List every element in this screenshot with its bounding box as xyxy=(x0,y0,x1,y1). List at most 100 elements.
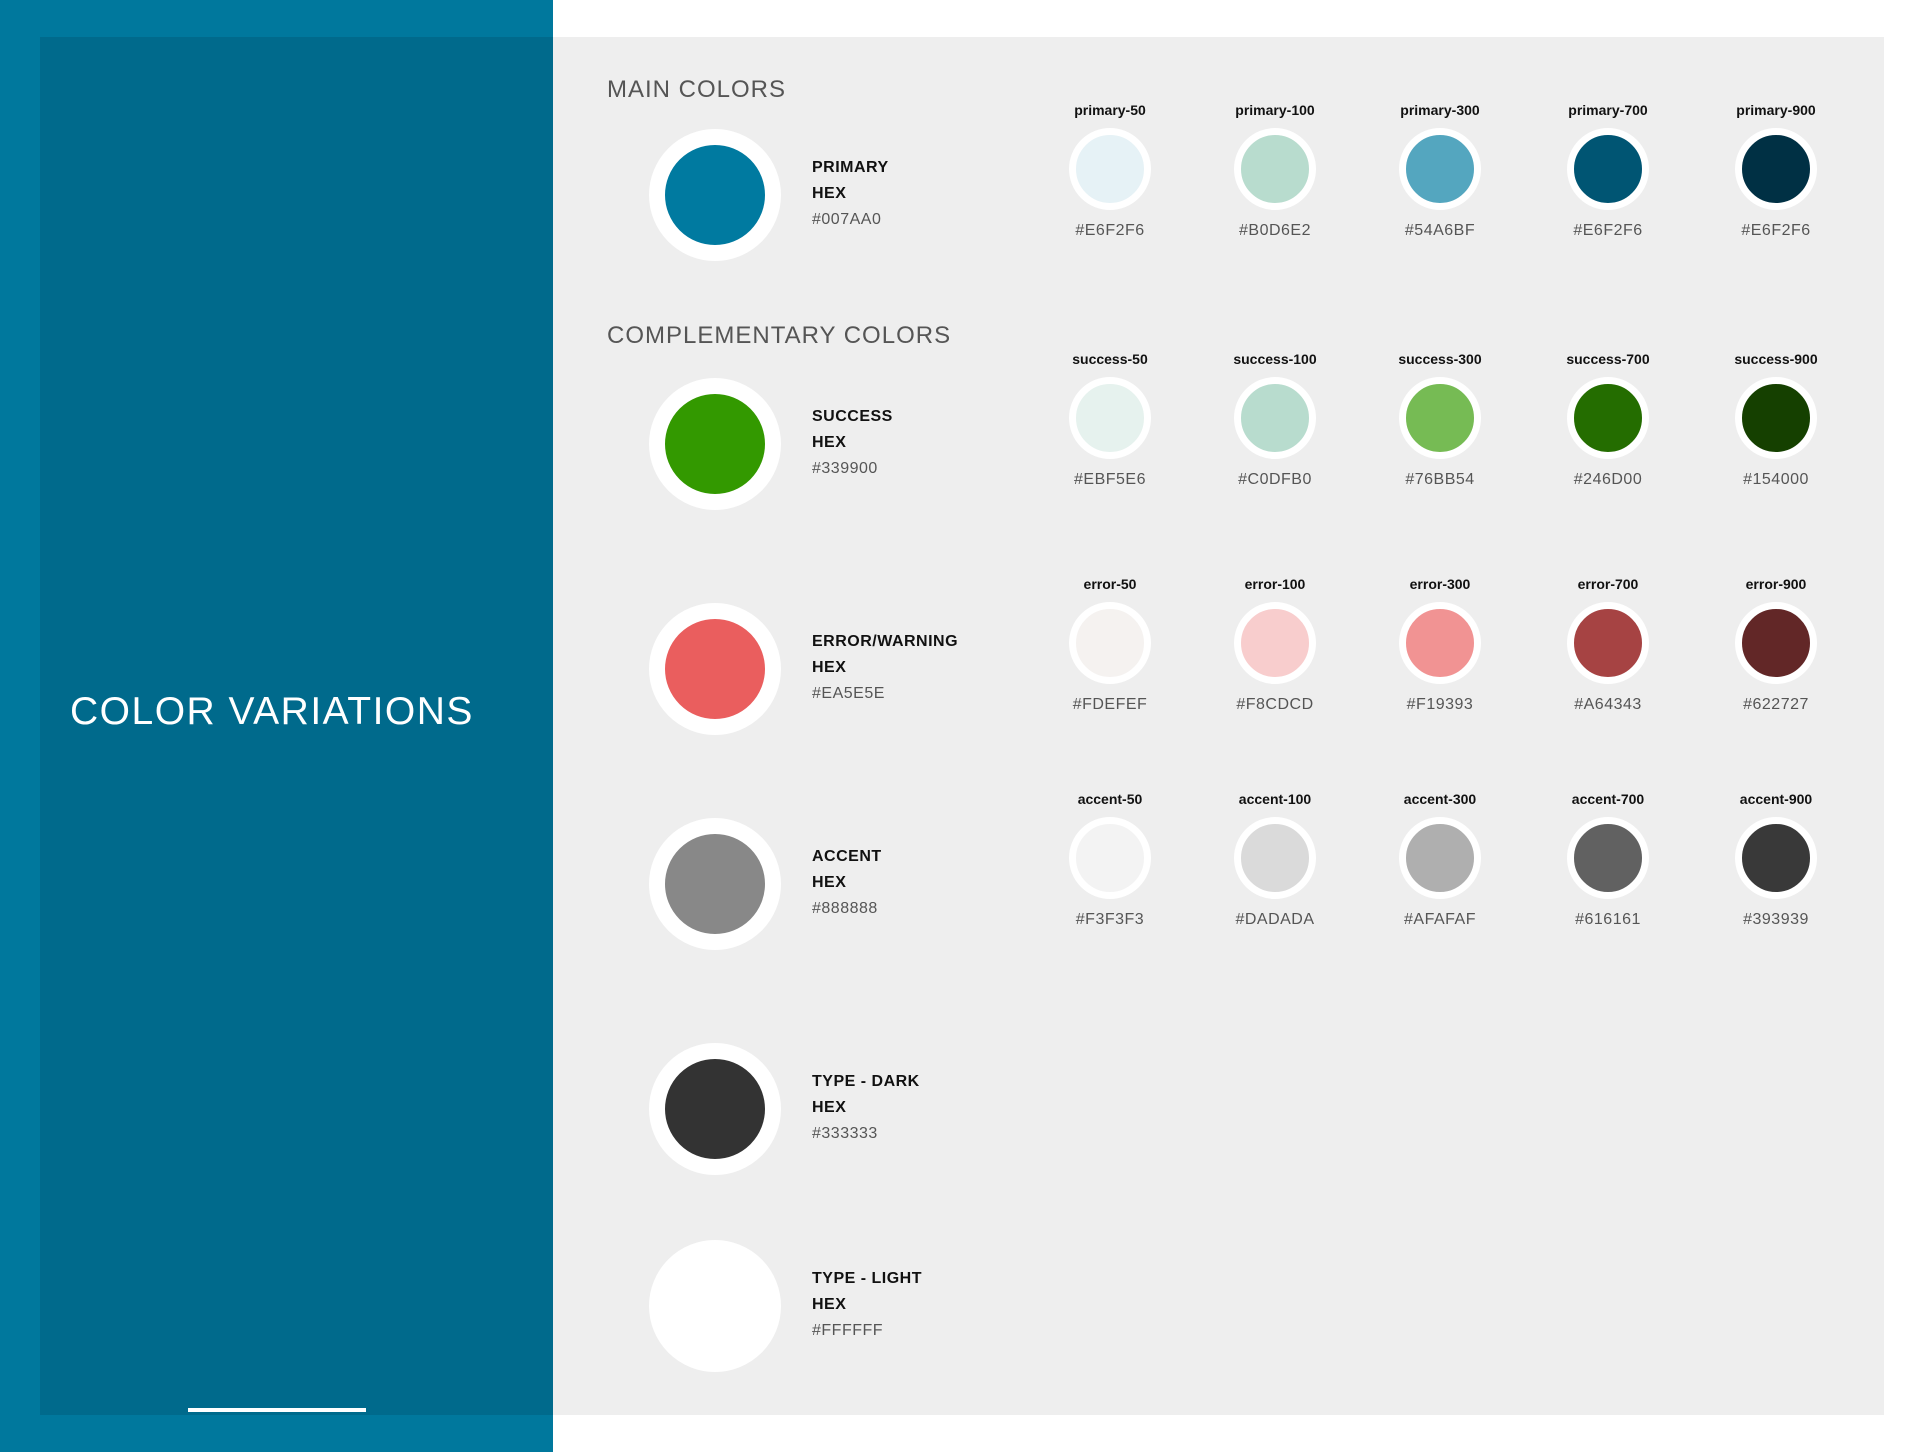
shade-name: primary-700 xyxy=(1568,102,1648,118)
shade-hex: #154000 xyxy=(1743,471,1809,488)
shade-success-900: success-900 #154000 xyxy=(1721,350,1831,489)
accent-main-swatch xyxy=(649,818,781,950)
shade-name: error-700 xyxy=(1577,576,1639,592)
shade-swatch xyxy=(1735,817,1817,899)
hex-value: #339900 xyxy=(812,460,878,477)
shade-name: accent-300 xyxy=(1403,791,1477,807)
shade-hex: #E6F2F6 xyxy=(1573,222,1643,239)
shade-hex: #C0DFB0 xyxy=(1238,471,1312,488)
shade-hex: #AFAFAF xyxy=(1404,911,1476,928)
shade-accent-700: accent-700 #616161 xyxy=(1553,790,1663,929)
shade-accent-900: accent-900 #393939 xyxy=(1721,790,1831,929)
type-dark-info: TYPE - DARK HEX #333333 xyxy=(812,1069,920,1147)
shade-success-100: success-100 #C0DFB0 xyxy=(1220,350,1330,489)
color-name: ERROR/WARNING xyxy=(812,633,959,650)
sidebar-panel xyxy=(40,37,553,1415)
shade-name: error-50 xyxy=(1083,576,1137,592)
shade-swatch xyxy=(1234,602,1316,684)
shade-accent-100: accent-100 #DADADA xyxy=(1220,790,1330,929)
shade-name: accent-50 xyxy=(1077,791,1143,807)
shade-name: success-900 xyxy=(1734,351,1818,367)
shade-error-100: error-100 #F8CDCD xyxy=(1220,575,1330,714)
shade-primary-100: primary-100 #B0D6E2 xyxy=(1220,101,1330,240)
shade-hex: #616161 xyxy=(1575,911,1641,928)
shade-swatch xyxy=(1069,817,1151,899)
shade-hex: #622727 xyxy=(1743,696,1809,713)
shade-name: accent-900 xyxy=(1739,791,1813,807)
shade-name: error-300 xyxy=(1409,576,1471,592)
shade-hex: #DADADA xyxy=(1235,911,1315,928)
hex-value: #333333 xyxy=(812,1125,878,1142)
shade-swatch xyxy=(1234,128,1316,210)
hex-label: HEX xyxy=(812,185,847,202)
shade-error-300: error-300 #F19393 xyxy=(1385,575,1495,714)
shade-name: success-50 xyxy=(1072,351,1148,367)
shade-name: success-300 xyxy=(1398,351,1482,367)
shade-swatch xyxy=(1399,602,1481,684)
shade-name: error-900 xyxy=(1745,576,1807,592)
shade-swatch xyxy=(1069,377,1151,459)
color-name: TYPE - DARK xyxy=(812,1073,920,1090)
shade-name: error-100 xyxy=(1244,576,1306,592)
type-dark-main-swatch xyxy=(649,1043,781,1175)
hex-label: HEX xyxy=(812,1296,847,1313)
hex-label: HEX xyxy=(812,1099,847,1116)
shade-hex: #246D00 xyxy=(1573,471,1643,488)
color-name: PRIMARY xyxy=(812,159,889,176)
shade-success-50: success-50 #EBF5E6 xyxy=(1055,350,1165,489)
color-palette-panel xyxy=(553,37,1884,1415)
shade-hex: #76BB54 xyxy=(1405,471,1475,488)
page-title: COLOR VARIATIONS xyxy=(70,690,474,733)
shade-hex: #F3F3F3 xyxy=(1075,911,1145,928)
hex-label: HEX xyxy=(812,659,847,676)
shade-name: primary-900 xyxy=(1736,102,1816,118)
shade-hex: #E6F2F6 xyxy=(1075,222,1145,239)
type-light-main-swatch xyxy=(649,1240,781,1372)
shade-swatch xyxy=(1567,817,1649,899)
color-name: SUCCESS xyxy=(812,408,893,425)
shade-primary-300: primary-300 #54A6BF xyxy=(1385,101,1495,240)
shade-error-900: error-900 #622727 xyxy=(1721,575,1831,714)
shade-hex: #EBF5E6 xyxy=(1074,471,1146,488)
main-colors-heading: MAIN COLORS xyxy=(607,76,787,103)
shade-hex: #F8CDCD xyxy=(1236,696,1314,713)
shade-primary-900: primary-900 #E6F2F6 xyxy=(1721,101,1831,240)
primary-main-swatch xyxy=(649,129,781,261)
hex-label: HEX xyxy=(812,874,847,891)
shade-hex: #F19393 xyxy=(1406,696,1474,713)
title-underline xyxy=(188,1408,366,1412)
shade-hex: #B0D6E2 xyxy=(1239,222,1311,239)
shade-swatch xyxy=(1399,817,1481,899)
shade-success-700: success-700 #246D00 xyxy=(1553,350,1663,489)
shade-hex: #54A6BF xyxy=(1404,222,1476,239)
shade-swatch xyxy=(1735,602,1817,684)
success-info: SUCCESS HEX #339900 xyxy=(812,404,893,482)
shade-success-300: success-300 #76BB54 xyxy=(1385,350,1495,489)
shade-swatch xyxy=(1567,602,1649,684)
shade-swatch xyxy=(1567,128,1649,210)
shade-hex: #FDEFEF xyxy=(1072,696,1148,713)
shade-error-50: error-50 #FDEFEF xyxy=(1055,575,1165,714)
shade-name: primary-300 xyxy=(1400,102,1480,118)
hex-label: HEX xyxy=(812,434,847,451)
color-name: TYPE - LIGHT xyxy=(812,1270,922,1287)
shade-error-700: error-700 #A64343 xyxy=(1553,575,1663,714)
shade-name: primary-50 xyxy=(1074,102,1146,118)
hex-value: #FFFFFF xyxy=(812,1322,884,1339)
type-light-info: TYPE - LIGHT HEX #FFFFFF xyxy=(812,1266,922,1344)
shade-swatch xyxy=(1735,128,1817,210)
hex-value: #007AA0 xyxy=(812,211,882,228)
shade-name: success-700 xyxy=(1566,351,1650,367)
shade-name: primary-100 xyxy=(1235,102,1315,118)
shade-swatch xyxy=(1567,377,1649,459)
shade-hex: #393939 xyxy=(1743,911,1809,928)
shade-swatch xyxy=(1234,377,1316,459)
error-warning-main-swatch xyxy=(649,603,781,735)
shade-hex: #E6F2F6 xyxy=(1741,222,1811,239)
shade-name: success-100 xyxy=(1233,351,1317,367)
complementary-colors-heading: COMPLEMENTARY COLORS xyxy=(607,322,952,349)
success-main-swatch xyxy=(649,378,781,510)
primary-info: PRIMARY HEX #007AA0 xyxy=(812,155,889,233)
shade-swatch xyxy=(1234,817,1316,899)
error-warning-info: ERROR/WARNING HEX #EA5E5E xyxy=(812,629,958,707)
